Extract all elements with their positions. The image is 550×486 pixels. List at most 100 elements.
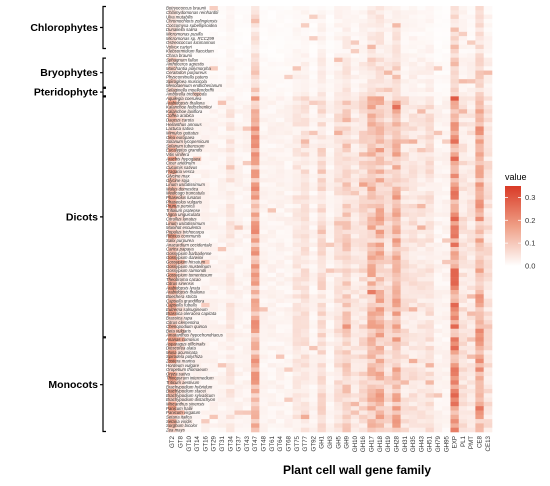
heatmap-cell	[325, 130, 335, 136]
heatmap-cell	[334, 203, 343, 209]
heatmap-cell	[259, 113, 268, 119]
heatmap-cell	[176, 320, 185, 325]
heatmap-cell	[292, 113, 302, 119]
heatmap-cell	[359, 324, 368, 330]
heatmap-cell	[267, 371, 277, 377]
heatmap-cell	[176, 36, 185, 41]
heatmap-cell	[317, 122, 327, 127]
heatmap-cell	[392, 57, 401, 63]
heatmap-cell	[433, 320, 443, 325]
heatmap-cell	[276, 96, 285, 101]
heatmap-cell	[392, 345, 401, 351]
heatmap-cell	[375, 350, 385, 355]
heatmap-cell	[300, 143, 310, 149]
heatmap-cell	[367, 14, 376, 20]
heatmap-cell	[375, 307, 385, 312]
heatmap-cell	[292, 152, 302, 157]
heatmap-cell	[309, 259, 318, 265]
heatmap-cell	[168, 152, 177, 157]
heatmap-cell	[251, 165, 260, 170]
heatmap-cell	[433, 66, 443, 71]
heatmap-cell	[450, 40, 460, 46]
heatmap-cell	[168, 371, 177, 377]
heatmap-cell	[408, 31, 418, 37]
heatmap-cell	[425, 122, 435, 127]
heatmap-cell	[433, 87, 443, 93]
heatmap-cell	[367, 406, 376, 411]
heatmap-cell	[450, 173, 460, 179]
species-label: Physcomitrella patens	[166, 75, 209, 80]
heatmap-cell	[350, 363, 360, 368]
heatmap-cell	[201, 221, 210, 226]
heatmap-cell	[350, 57, 360, 63]
heatmap-cell	[168, 113, 177, 119]
heatmap-cell	[168, 423, 177, 428]
heatmap-cell	[475, 328, 484, 334]
heatmap-cell	[458, 324, 468, 330]
heatmap-cell	[475, 31, 484, 37]
heatmap-cell	[292, 87, 302, 93]
heatmap-cell	[334, 268, 343, 274]
heatmap-cell	[384, 272, 393, 278]
heatmap-cell	[375, 57, 385, 63]
heatmap-cell	[408, 290, 418, 295]
species-label: Boechera stricta	[166, 294, 198, 299]
heatmap-cell	[384, 186, 393, 192]
heatmap-cell	[184, 371, 194, 377]
heatmap-cell	[350, 212, 360, 218]
heatmap-cell	[425, 290, 435, 295]
heatmap-cell	[259, 341, 268, 347]
heatmap-cell	[192, 178, 202, 183]
heatmap-cell	[234, 14, 244, 20]
heatmap-cell	[350, 281, 360, 286]
heatmap-cell	[450, 272, 460, 278]
heatmap-cell	[483, 53, 493, 58]
heatmap-cell	[259, 238, 268, 243]
heatmap-cell	[267, 427, 277, 433]
heatmap-cell	[350, 337, 360, 342]
heatmap-cell	[201, 294, 210, 299]
heatmap-cell	[309, 393, 318, 398]
heatmap-cell	[317, 195, 327, 200]
heatmap-cell	[267, 345, 277, 351]
heatmap-cell	[309, 238, 318, 243]
heatmap-cell	[442, 255, 451, 261]
heatmap-cell	[375, 333, 385, 338]
heatmap-cell	[309, 113, 318, 119]
species-label: Klebsormidium flaccidum	[166, 49, 214, 54]
heatmap-cell	[267, 410, 277, 416]
species-label: Hordeum vulgare	[166, 363, 200, 368]
heatmap-cell	[350, 70, 360, 76]
legend-tick-label: 0.0	[525, 262, 535, 271]
heatmap-cell	[408, 10, 418, 15]
heatmap-cell	[276, 208, 285, 213]
heatmap-cell	[425, 328, 435, 334]
heatmap-cell	[217, 324, 227, 330]
heatmap-cell	[284, 376, 293, 381]
heatmap-cell	[417, 221, 426, 226]
heatmap-cell	[475, 324, 484, 330]
heatmap-cell	[209, 36, 219, 41]
heatmap-cell	[375, 6, 385, 11]
heatmap-cell	[483, 410, 493, 416]
heatmap-cell	[483, 109, 493, 114]
heatmap-cell	[400, 419, 410, 424]
heatmap-cell	[442, 10, 451, 15]
heatmap-cell	[251, 199, 260, 205]
heatmap-cell	[442, 186, 451, 192]
heatmap-cell	[251, 186, 260, 192]
heatmap-cell	[367, 246, 376, 252]
heatmap-cell	[458, 229, 468, 235]
heatmap-cell	[201, 199, 210, 205]
heatmap-cell	[467, 66, 476, 71]
heatmap-cell	[467, 70, 476, 76]
heatmap-cell	[267, 281, 277, 286]
heatmap-cell	[276, 203, 285, 209]
heatmap-cell	[334, 229, 343, 235]
heatmap-cell	[350, 251, 360, 256]
heatmap-cell	[400, 139, 410, 144]
heatmap-cell	[475, 225, 484, 231]
heatmap-cell	[375, 281, 385, 286]
heatmap-cell	[251, 173, 260, 179]
heatmap-cell	[442, 74, 451, 80]
